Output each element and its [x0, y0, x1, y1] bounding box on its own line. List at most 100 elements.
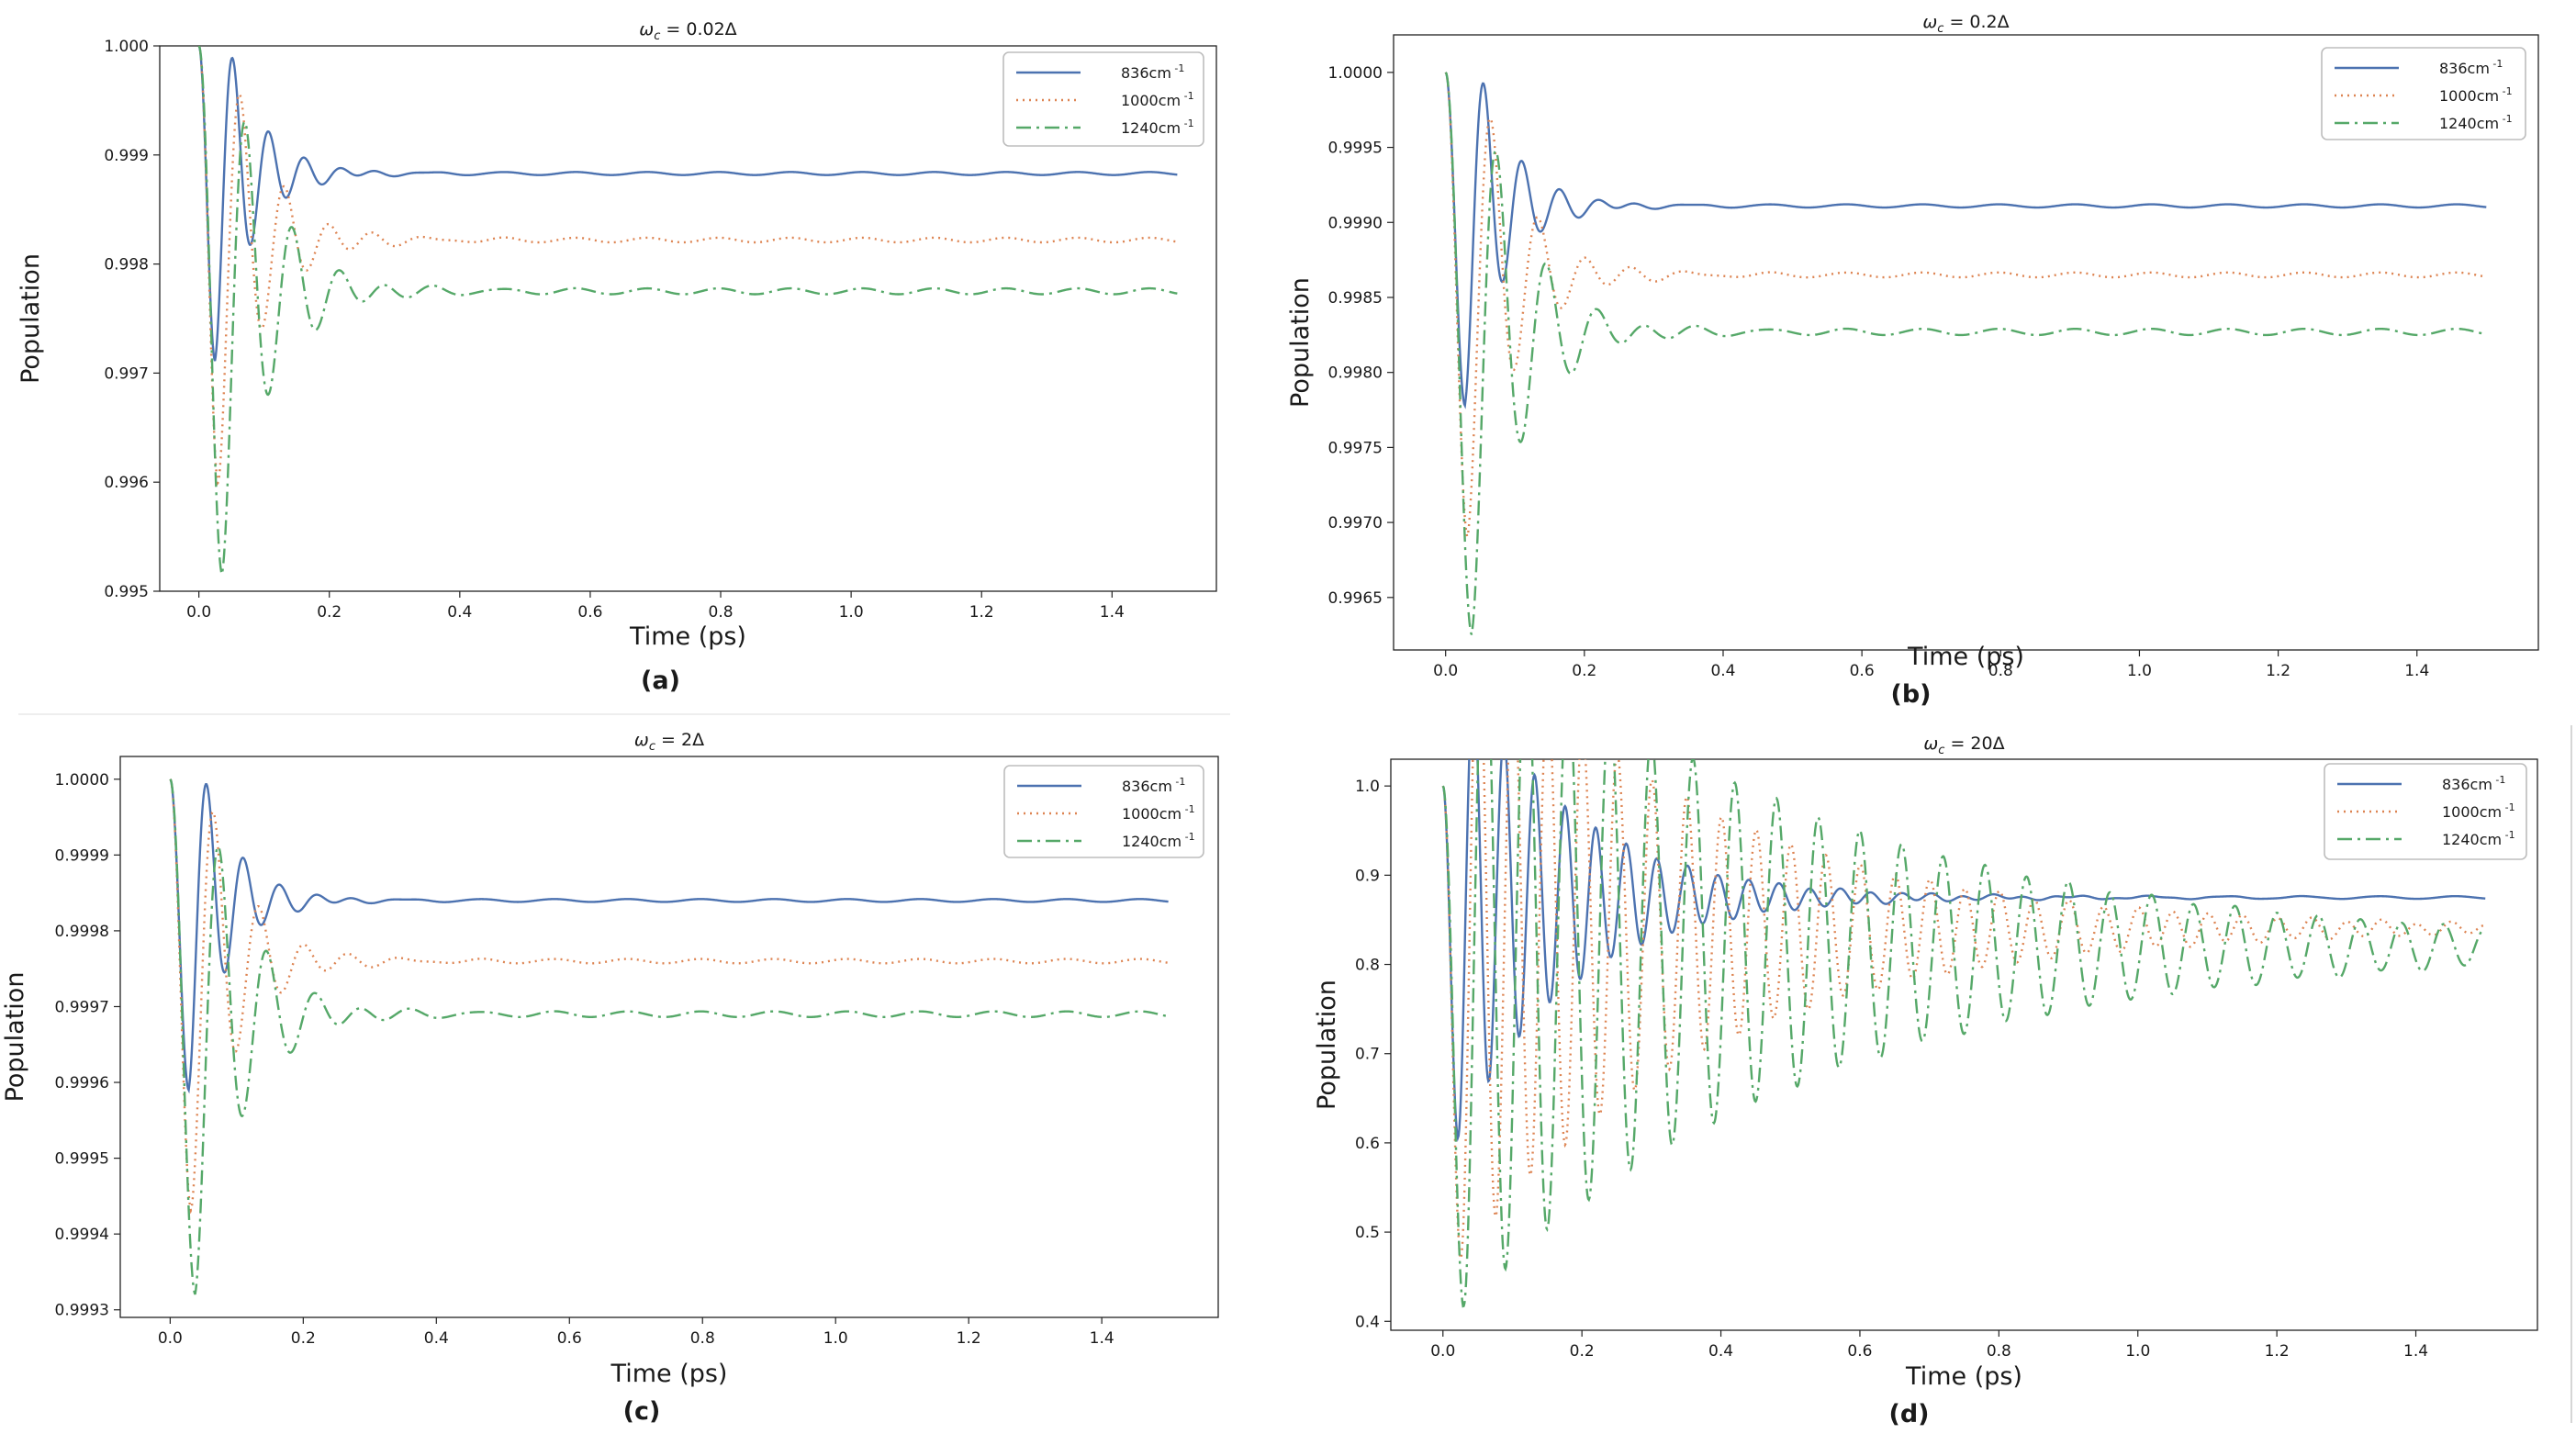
legend-label-name: 1240cm [2439, 115, 2499, 132]
y-tick-label: 0.9970 [1328, 514, 1383, 532]
legend-label: 1240cm -1 [1122, 831, 1195, 850]
x-tick-label: 0.6 [1850, 662, 1875, 680]
legend-label: 836cm -1 [1122, 776, 1185, 795]
legend-label-name: 836cm [1122, 778, 1172, 795]
x-tick-label: 0.4 [1708, 1342, 1733, 1361]
legend-label: 1240cm -1 [1121, 118, 1194, 137]
x-tick-label: 0.2 [291, 1329, 316, 1348]
legend-label: 836cm -1 [2439, 58, 2503, 77]
title-symbol: ω [1922, 12, 1937, 32]
x-tick-label: 1.4 [1100, 603, 1125, 622]
legend-label-name: 1240cm [1121, 119, 1181, 137]
legend-label-name: 836cm [1121, 64, 1171, 82]
legend-box [1003, 765, 1204, 858]
x-tick-label: 0.8 [709, 603, 734, 622]
legend-label-superscript: -1 [1182, 831, 1194, 843]
legend-label: 1000cm -1 [2442, 801, 2515, 821]
y-tick-label: 0.995 [104, 583, 149, 601]
y-axis-label: Population [1286, 277, 1315, 408]
title-value: = 0.02Δ [660, 19, 736, 39]
x-tick-label: 0.0 [158, 1329, 183, 1348]
series-line-1240cm [197, 46, 1178, 576]
y-tick-label: 0.9994 [55, 1226, 109, 1244]
x-axis-label: Time (ps) [629, 622, 746, 651]
x-axis-label: Time (ps) [1905, 1362, 2022, 1391]
y-tick-label: 1.000 [104, 38, 149, 56]
x-tick-label: 0.0 [1430, 1342, 1455, 1361]
x-tick-label: 0.6 [577, 603, 602, 622]
y-tick-label: 0.9993 [55, 1302, 109, 1320]
plot-frame [119, 756, 1219, 1318]
y-tick-label: 0.9998 [55, 923, 109, 941]
y-tick-label: 0.9995 [1328, 140, 1383, 158]
x-tick-label: 1.0 [2125, 1342, 2150, 1361]
legend-label-superscript: -1 [2490, 58, 2503, 70]
legend-label-superscript: -1 [2502, 801, 2514, 813]
x-tick-label: 1.0 [823, 1329, 848, 1348]
chart-panel-a: ωc = 0.02Δ 0.0 0.2 0.4 0.6 0.8 1.0 1.2 1.4 0.995 0… [17, 19, 1217, 695]
chart-title: ωc = 0.2Δ [1922, 12, 2009, 36]
x-tick-label: 0.6 [557, 1329, 582, 1348]
x-tick-label: 1.0 [2127, 662, 2152, 680]
chart-title: ωc = 2Δ [634, 730, 704, 754]
legend-box [1002, 51, 1204, 147]
legend-box [2321, 47, 2526, 140]
legend-label-superscript: -1 [1181, 90, 1193, 102]
y-tick-label: 0.999 [104, 147, 149, 165]
y-tick-label: 0.996 [104, 474, 149, 492]
x-tick-label: 0.6 [1847, 1342, 1872, 1361]
x-tick-label: 0.8 [690, 1329, 715, 1348]
y-tick-label: 1.0000 [55, 771, 109, 790]
legend: 836cm -1 1000cm -1 1240cm -1 [2321, 47, 2526, 140]
title-symbol: ω [634, 730, 649, 750]
y-axis-label: Population [1313, 980, 1341, 1110]
legend-label: 1000cm -1 [2439, 85, 2513, 105]
y-axis-label: Population [17, 253, 45, 384]
title-subscript: c [654, 29, 660, 43]
legend-label-name: 1240cm [2442, 831, 2502, 848]
x-tick-label: 1.2 [2265, 1342, 2290, 1361]
plot-frame [1393, 34, 2539, 651]
legend-label: 836cm -1 [1121, 62, 1184, 82]
legend-label-superscript: -1 [2502, 829, 2514, 841]
series-line-1000cm [197, 46, 1178, 487]
y-tick-label: 0.9997 [55, 998, 109, 1016]
panel-caption: (d) [1888, 1400, 1929, 1428]
x-tick-label: 0.0 [1433, 662, 1458, 680]
y-tick-label: 0.9965 [1328, 589, 1383, 608]
chart-panel-c: ωc = 2Δ 0.0 0.2 0.4 0.6 0.8 1.0 1.2 1.4 0.9993 0.9… [1, 730, 1219, 1426]
legend-label-name: 1000cm [2439, 87, 2499, 105]
y-tick-label: 1.0 [1355, 778, 1380, 796]
x-tick-label: 0.2 [1572, 662, 1596, 680]
plot-frame [159, 45, 1217, 592]
x-axis-label: Time (ps) [610, 1360, 728, 1388]
title-symbol: ω [639, 19, 654, 39]
series-line-1000cm [169, 779, 1169, 1215]
panel-caption: (c) [623, 1397, 661, 1426]
legend-label-superscript: -1 [1182, 803, 1194, 815]
legend-label: 1000cm -1 [1122, 803, 1195, 823]
x-tick-label: 1.0 [839, 603, 864, 622]
x-tick-label: 1.2 [957, 1329, 981, 1348]
title-subscript: c [1937, 22, 1943, 36]
series-line-836cm [197, 46, 1178, 362]
legend-label-superscript: -1 [1171, 62, 1184, 74]
chart-title: ωc = 0.02Δ [639, 19, 736, 43]
y-tick-label: 0.9995 [55, 1150, 109, 1169]
panel-caption: (b) [1890, 680, 1931, 709]
legend-label-superscript: -1 [1172, 776, 1185, 788]
x-axis-label: Time (ps) [1907, 643, 2024, 671]
plot-frame [1390, 758, 2538, 1331]
series-line-1000cm [1444, 72, 2487, 541]
x-tick-label: 0.4 [424, 1329, 449, 1348]
panel-caption: (a) [641, 666, 680, 695]
legend-label: 836cm -1 [2442, 774, 2505, 793]
legend-label-name: 1240cm [1122, 833, 1182, 850]
chart-title: ωc = 20Δ [1923, 734, 2004, 757]
legend-label-name: 836cm [2442, 776, 2492, 793]
series-line-836cm [1444, 72, 2487, 409]
title-symbol: ω [1923, 734, 1938, 754]
